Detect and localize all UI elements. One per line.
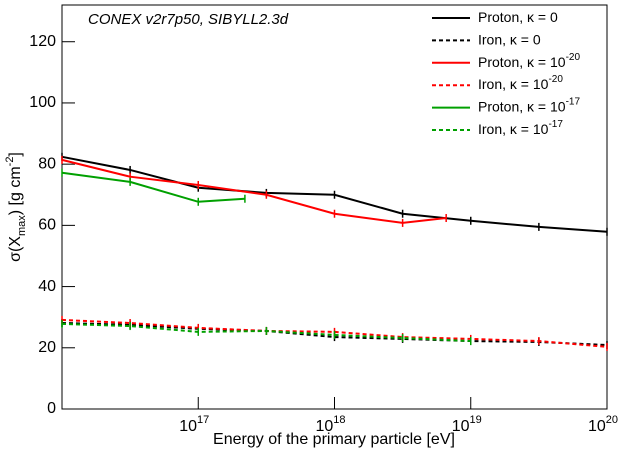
- legend-label: Iron, κ = 10-20: [478, 74, 563, 92]
- y-tick-label: 0: [47, 400, 56, 417]
- legend-name: Proton, κ = 10: [478, 54, 566, 70]
- x-tick-label: 1020: [588, 414, 618, 435]
- x-tick-exponent: 18: [333, 414, 345, 426]
- y-tick-label: 60: [38, 217, 56, 234]
- legend-name: Proton, κ = 10: [478, 98, 566, 114]
- annotation: CONEX v2r7p50, SIBYLL2.3d: [88, 11, 289, 28]
- y-tick-label: 20: [38, 339, 56, 356]
- y-tick-label: 80: [38, 155, 56, 172]
- legend-label: Iron, κ = 0: [478, 31, 541, 47]
- x-tick-exponent: 19: [470, 414, 482, 426]
- x-tick-base: 10: [315, 418, 333, 435]
- y-tick-label: 100: [29, 94, 56, 111]
- x-tick-label: 1019: [452, 414, 482, 435]
- legend-exponent: -20: [566, 51, 581, 62]
- x-axis-label: Energy of the primary particle [eV]: [213, 431, 455, 448]
- legend-name: Iron, κ = 10: [478, 76, 549, 92]
- x-tick-label: 1017: [179, 414, 209, 435]
- legend-exponent: -17: [566, 96, 581, 107]
- legend-exponent: -17: [548, 119, 563, 130]
- x-tick-exponent: 17: [197, 414, 209, 426]
- legend-name: Iron, κ = 10: [478, 121, 549, 137]
- legend-name: Iron, κ = 0: [478, 31, 541, 47]
- legend-label: Proton, κ = 10-20: [478, 51, 580, 69]
- x-tick-base: 10: [179, 418, 197, 435]
- legend-name: Proton, κ = 0: [478, 9, 558, 25]
- legend-exponent: -20: [548, 74, 563, 85]
- x-tick-exponent: 20: [606, 414, 618, 426]
- x-tick-base: 10: [452, 418, 470, 435]
- series-line: [61, 171, 245, 203]
- legend-label: Proton, κ = 10-17: [478, 96, 580, 114]
- legend-label: Iron, κ = 10-17: [478, 119, 563, 137]
- x-tick-label: 1018: [315, 414, 345, 435]
- y-axis-label: σ(Xmax) [g cm-2]: [4, 152, 28, 262]
- x-tick-base: 10: [588, 418, 606, 435]
- legend-label: Proton, κ = 0: [478, 9, 558, 25]
- y-tick-label: 120: [29, 33, 56, 50]
- y-tick-label: 40: [38, 278, 56, 295]
